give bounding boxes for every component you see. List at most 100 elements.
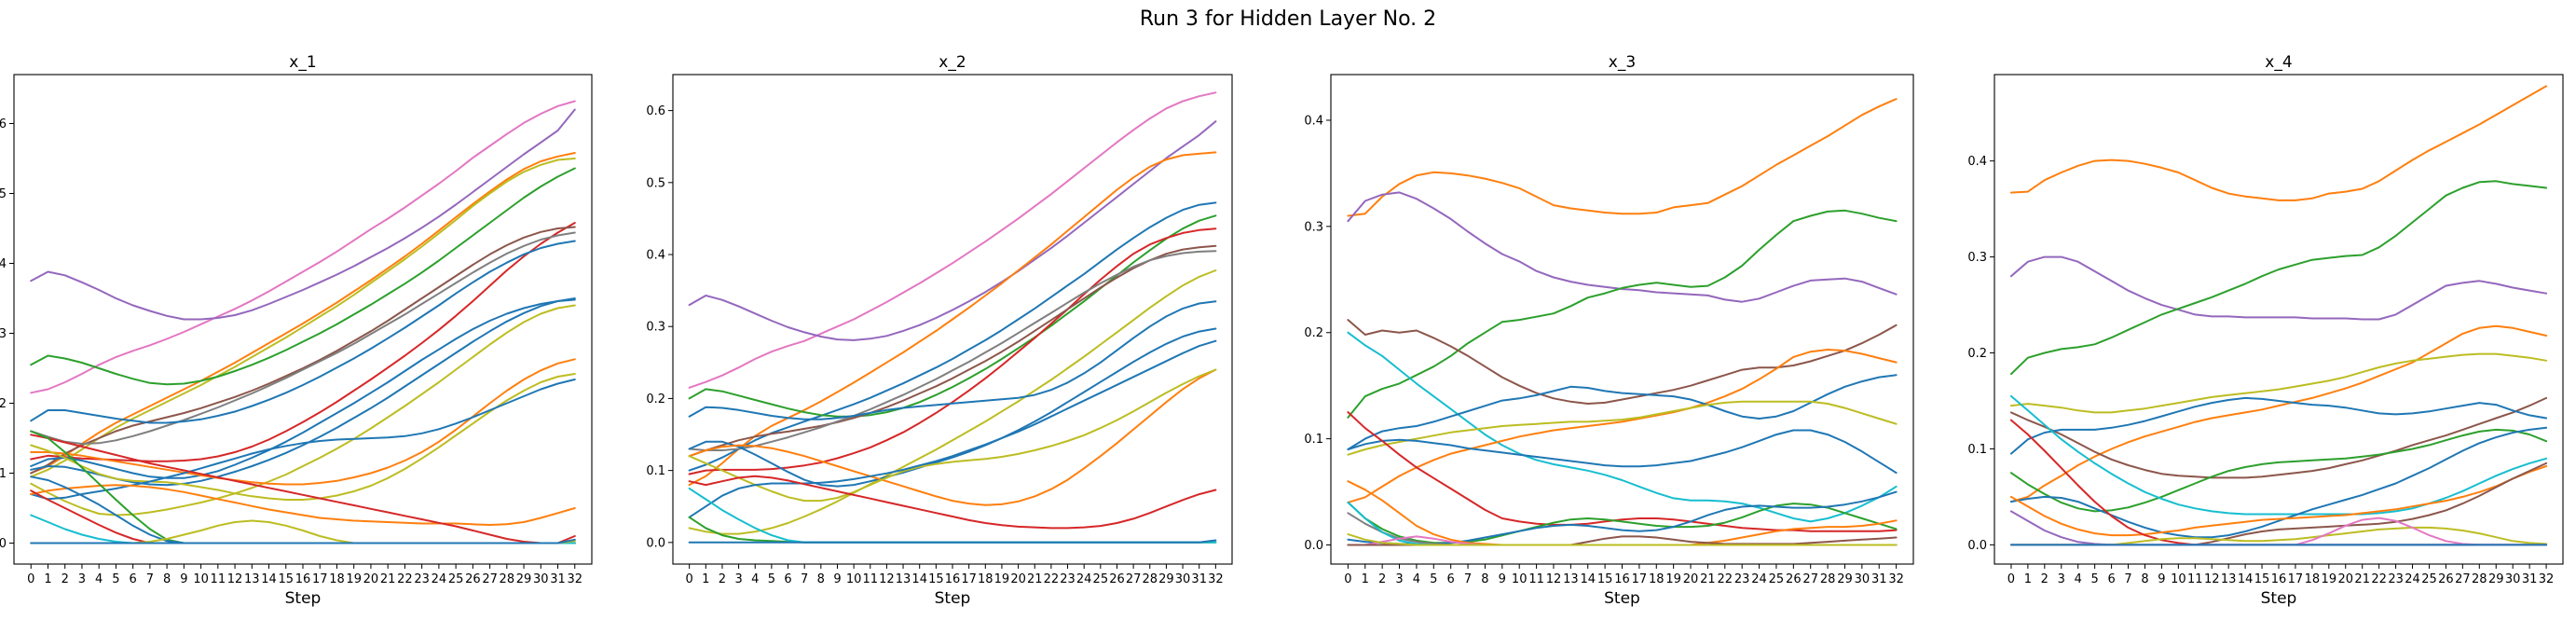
x-tick-label: 5: [1430, 572, 1437, 586]
x-tick-label: 22: [397, 572, 413, 586]
x-tick-label: 13: [244, 572, 260, 586]
x-tick-label: 30: [1175, 572, 1191, 586]
x-tick-label: 11: [211, 572, 226, 586]
x-tick-label: 25: [1769, 572, 1785, 586]
x-tick-label: 1: [1362, 572, 1369, 586]
series-line-5: [30, 167, 576, 386]
x-tick-label: 21: [1027, 572, 1043, 586]
x-tick-label: 4: [2075, 572, 2082, 586]
x-tick-label: 4: [1413, 572, 1420, 586]
series-line-23: [30, 538, 576, 544]
x-tick-label: 7: [801, 572, 808, 586]
x-tick-label: 6: [784, 572, 791, 586]
x-tick-label: 0: [1344, 572, 1351, 586]
x-tick-label: 23: [1060, 572, 1076, 586]
series-line-10: [688, 300, 1217, 420]
series-line-9: [30, 240, 576, 424]
series-group: [30, 100, 576, 544]
y-tick-label: 0.4: [646, 249, 665, 263]
y-tick-label: 0.2: [1304, 326, 1323, 340]
x-tick-label: 4: [95, 572, 103, 586]
x-tick-label: 25: [448, 572, 464, 586]
series-line-9: [1347, 429, 1898, 475]
subplot-title: x_3: [1609, 53, 1636, 72]
x-tick-label: 24: [1076, 572, 1092, 586]
x-tick-label: 1: [44, 572, 51, 586]
y-tick-label: 0.3: [1967, 251, 1987, 265]
x-tick-label: 0: [2007, 572, 2015, 586]
x-tick-label: 31: [1191, 572, 1207, 586]
series-line-3: [688, 151, 1217, 487]
x-tick-label: 27: [1126, 572, 1142, 586]
series-line-6: [688, 227, 1217, 475]
x-tick-label: 15: [1597, 572, 1613, 586]
x-tick-label: 23: [2388, 572, 2404, 586]
x-tick-label: 16: [945, 572, 961, 586]
x-tick-label: 10: [193, 572, 209, 586]
y-tick-label: 0.3: [0, 327, 7, 341]
x-tick-label: 10: [846, 572, 862, 586]
series-line-15: [30, 379, 576, 501]
subplot-title: x_1: [289, 53, 316, 72]
x-tick-label: 9: [2158, 572, 2165, 586]
series-line-7: [30, 226, 576, 475]
plot-frame: [1994, 74, 2564, 565]
x-tick-label: 12: [1546, 572, 1562, 586]
x-tick-label: 20: [1683, 572, 1699, 586]
subplot-1: x_10.00.10.20.30.40.50.60123456789101112…: [0, 53, 593, 608]
subplot-2: x_20.00.10.20.30.40.50.60 1 2 3 4 5 6 7 8 9 10 11 12…: [646, 53, 1233, 608]
x-tick-label: 30: [533, 572, 549, 586]
series-line-13: [30, 358, 576, 486]
x-tick-label: 13: [896, 572, 911, 586]
x-tick-label: 22: [1044, 572, 1060, 586]
series-line-2: [1347, 191, 1898, 303]
x-tick-label: 1: [702, 572, 709, 586]
x-tick-label: 12: [2204, 572, 2220, 586]
y-tick-label: 0.4: [1304, 114, 1323, 128]
x-tick-label: 31: [2522, 572, 2538, 586]
series-line-17: [688, 487, 1217, 544]
x-tick-label: 32: [567, 572, 582, 586]
series-line-4: [688, 201, 1217, 472]
series-line-3: [2009, 180, 2548, 376]
y-tick-label: 0.4: [1967, 155, 1987, 169]
x-tick-label: 19: [2322, 572, 2337, 586]
x-tick-label: 29: [516, 572, 532, 586]
series-line-11: [688, 327, 1217, 488]
x-tick-label: 16: [1614, 572, 1630, 586]
x-tick-label: 9: [180, 572, 187, 586]
series-line-15: [688, 475, 1217, 530]
x-tick-label: 21: [380, 572, 396, 586]
x-axis-label: Step: [2261, 589, 2297, 608]
figure-title: Run 3 for Hidden Layer No. 2: [1140, 7, 1436, 31]
series-line-1: [2009, 85, 2548, 201]
x-tick-label: 11: [862, 572, 878, 586]
series-line-2: [30, 108, 576, 321]
x-tick-label: 3: [78, 572, 86, 586]
x-tick-label: 7: [1464, 572, 1472, 586]
series-line-10: [2009, 426, 2548, 539]
x-tick-label: 17: [1632, 572, 1648, 586]
x-tick-label: 16: [2271, 572, 2287, 586]
x-tick-label: 31: [550, 572, 566, 586]
subplot-title: x_4: [2265, 53, 2292, 72]
x-tick-label: 5: [112, 572, 119, 586]
x-tick-label: 18: [1649, 572, 1665, 586]
x-tick-label: 6: [130, 572, 137, 586]
series-line-17: [30, 434, 576, 544]
series-line-14: [1347, 512, 1898, 546]
x-tick-label: 27: [1802, 572, 1818, 586]
series-line-13: [688, 368, 1217, 503]
x-tick-label: 30: [1855, 572, 1870, 586]
x-tick-label: 11: [1528, 572, 1544, 586]
x-tick-label: 20: [363, 572, 379, 586]
x-tick-label: 30: [2505, 572, 2521, 586]
x-tick-label: 13: [2221, 572, 2237, 586]
series-line-8: [688, 250, 1217, 451]
x-tick-label: 27: [482, 572, 498, 586]
series-group: [2009, 85, 2548, 546]
x-tick-label: 20: [2337, 572, 2353, 586]
x-tick-label: 8: [2141, 572, 2148, 586]
x-tick-label: 22: [1718, 572, 1733, 586]
series-line-1: [1347, 98, 1898, 217]
